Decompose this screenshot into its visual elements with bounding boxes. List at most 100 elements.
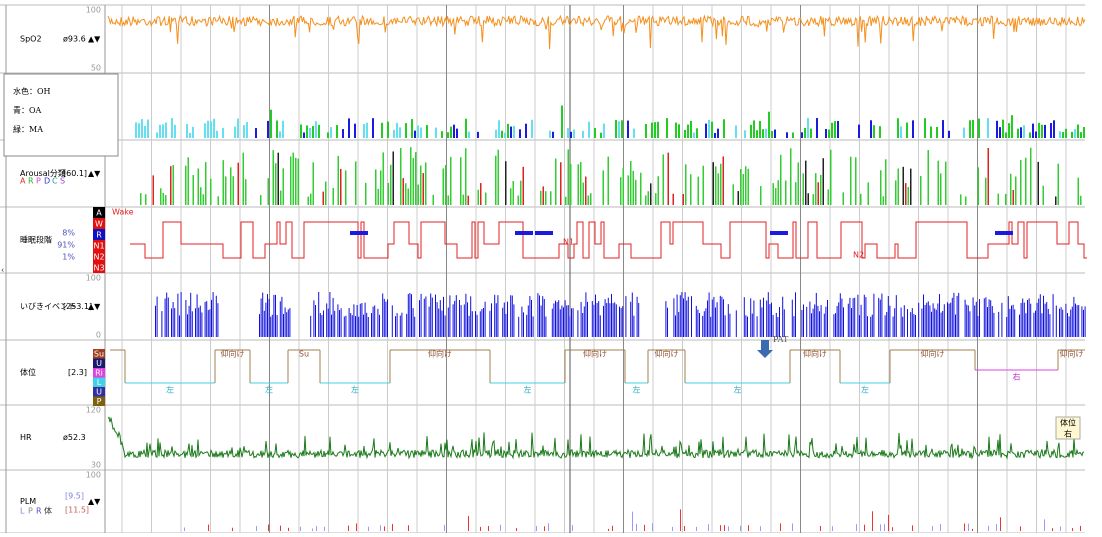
snore-bar [449,295,451,337]
snore-bar [638,302,640,337]
snore-bar [1039,294,1041,337]
plm-bar [996,524,997,531]
snore-bar [1084,306,1086,337]
plm-letter: R [36,507,42,516]
snore-bar [479,311,481,337]
snore-bar [705,308,707,337]
snore-bar [820,305,822,337]
arousal-bar [415,152,417,205]
row-label: SpO2 [20,35,42,44]
snore-bar [987,307,988,337]
stage-box [93,218,105,229]
stage-letter: N2 [93,253,104,262]
row-value: ø52.3 [63,433,86,442]
plm-bar [608,528,609,531]
snore-bar [1033,312,1035,337]
arousal-bar [485,192,487,205]
arousal-bar [822,158,824,205]
snore-bar [611,293,612,337]
event-bar [174,124,176,138]
snore-bar [772,314,774,337]
snore-bar [340,308,342,337]
event-bar [711,121,713,138]
rem-segment [515,231,533,235]
row-label: HR [20,433,32,442]
event-bar [771,130,773,138]
row-label: 睡眠段階 [20,235,52,245]
event-bar [465,118,467,138]
event-bar [825,129,827,138]
event-bar [204,123,206,138]
plm-value: [9.5] [65,492,84,501]
snore-bar [673,298,675,337]
event-bar [453,124,455,138]
snore-bar [710,316,712,337]
snore-bar [756,316,758,337]
arousal-bar [380,170,382,205]
snore-bar [801,310,803,337]
snore-bar [583,306,585,337]
plm-bar [1072,528,1073,531]
snore-bar [327,308,329,337]
snore-bar [815,292,817,337]
plm-bar [972,528,973,531]
plm-bar [256,526,257,531]
snore-bar [958,292,960,337]
arousal-bar [602,170,604,205]
arousal-bar [885,159,887,205]
position-label: 仰向け [583,349,607,359]
snore-bar [396,313,398,337]
snore-bar [211,299,212,337]
snore-bar [812,308,814,337]
arousal-bar [170,166,172,205]
snore-bar [929,305,931,337]
arousal-bar [322,191,324,205]
arousal-bar [217,196,219,205]
event-bar [441,131,443,138]
arousal-bar [820,174,822,205]
legend-item: 水色：OH [13,86,51,96]
arousal-bar [550,191,552,205]
snore-bar [827,300,828,337]
arousal-bar [910,168,912,205]
snore-bar [273,294,275,337]
snore-bar [975,301,977,337]
arousal-bar [187,157,189,205]
arousal-bar [737,191,739,205]
arousal-bar [632,170,634,205]
arousal-bar [805,160,807,205]
event-bar [141,119,143,138]
plm-bar [572,525,573,531]
arousal-bar [842,192,844,205]
snore-bar [913,314,915,337]
arousal-bar [172,165,174,205]
snore-bar [791,299,793,337]
snore-bar [614,302,616,337]
snore-bar [814,304,816,337]
arousal-letter: D [44,177,50,186]
snore-bar [609,303,611,337]
legend-box [3,73,119,157]
snore-bar [887,296,889,337]
snore-bar [569,316,571,337]
snore-bar [622,306,624,337]
snore-bar [703,311,705,337]
event-bar [414,130,416,138]
arousal-bar [1005,193,1007,205]
snore-bar [1062,309,1064,337]
snore-bar [198,307,200,337]
event-bar [171,118,173,138]
snore-bar [204,301,206,337]
arousal-bar [772,183,774,205]
arousal-bar [417,184,419,205]
snore-bar [998,311,1000,337]
snore-bar [540,305,542,337]
event-bar [213,118,215,138]
plm-bar [932,526,933,531]
stage-letter: N3 [93,264,104,273]
plm-bar [356,523,357,531]
row-label: Arousal分類 [20,168,66,178]
event-bar [282,120,284,138]
event-bar [456,128,458,138]
arousal-bar [400,148,402,205]
